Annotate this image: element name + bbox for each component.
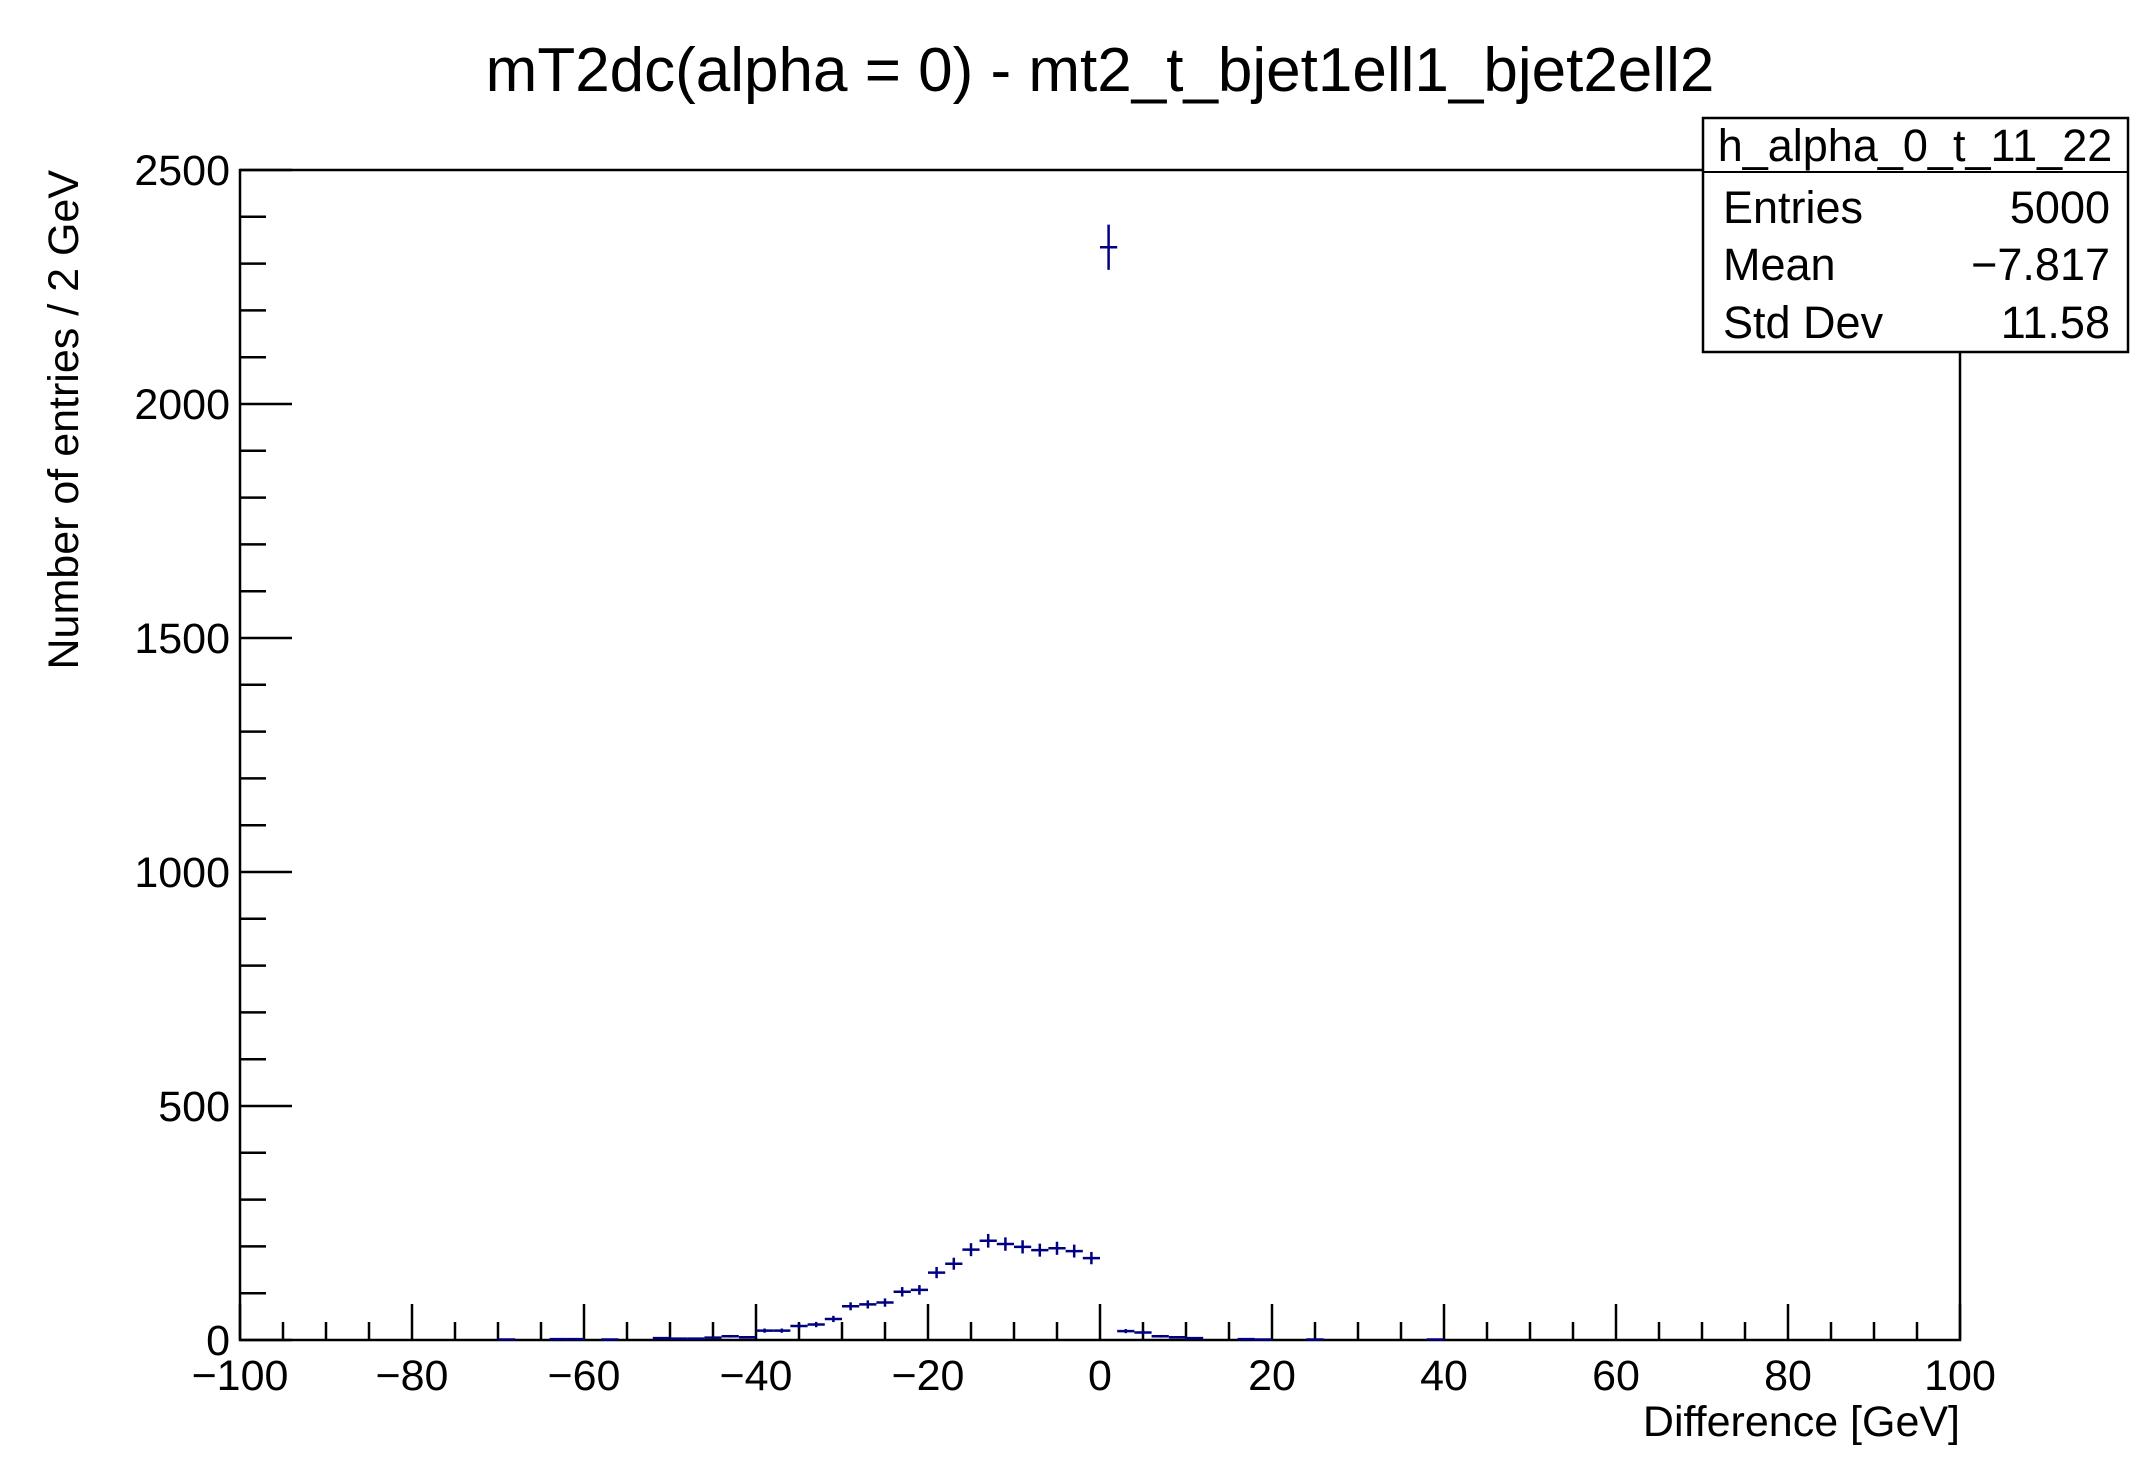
data-point bbox=[549, 1337, 567, 1341]
x-tick-label-40: 40 bbox=[1420, 1352, 1468, 1400]
data-point bbox=[756, 1328, 774, 1333]
y-tick-label-1000: 1000 bbox=[134, 849, 230, 897]
data-point bbox=[1117, 1329, 1135, 1334]
x-tick-label-m100: −100 bbox=[192, 1352, 289, 1400]
data-point bbox=[824, 1315, 842, 1323]
data-point bbox=[979, 1233, 997, 1248]
data-point bbox=[498, 1338, 516, 1341]
data-point bbox=[1082, 1251, 1100, 1265]
stats-entries-value: 5000 bbox=[2010, 182, 2110, 233]
data-point bbox=[876, 1298, 894, 1307]
data-point bbox=[1031, 1243, 1049, 1257]
x-tick-label-m40: −40 bbox=[720, 1352, 793, 1400]
x-tick-label-m60: −60 bbox=[548, 1352, 621, 1400]
data-point bbox=[859, 1300, 877, 1309]
x-tick-label-20: 20 bbox=[1248, 1352, 1296, 1400]
stats-entries-label: Entries bbox=[1723, 182, 1863, 233]
data-point bbox=[962, 1243, 980, 1257]
x-tick-label-0: 0 bbox=[1088, 1352, 1112, 1400]
data-point bbox=[1100, 224, 1118, 270]
data-point bbox=[928, 1266, 946, 1279]
data-point bbox=[601, 1338, 619, 1341]
stats-mean-value: −7.817 bbox=[1971, 239, 2110, 290]
data-point bbox=[1426, 1338, 1444, 1341]
x-axis-tick-labels: −100 −80 −60 −40 −20 0 20 40 60 80 100 bbox=[192, 1352, 1996, 1400]
y-axis-tick-labels: 0 500 1000 1500 2000 2500 bbox=[134, 147, 230, 1365]
x-tick-label-100: 100 bbox=[1924, 1352, 1996, 1400]
y-axis-label: Number of entries / 2 GeV bbox=[40, 170, 88, 670]
data-point bbox=[738, 1335, 756, 1339]
data-point bbox=[566, 1337, 584, 1341]
stats-box-frame bbox=[1701, 116, 2130, 354]
data-point bbox=[996, 1237, 1014, 1251]
data-point bbox=[670, 1337, 688, 1340]
x-tick-label-m80: −80 bbox=[376, 1352, 449, 1400]
data-point bbox=[1186, 1336, 1204, 1340]
data-point bbox=[1065, 1244, 1083, 1258]
data-point bbox=[721, 1334, 739, 1338]
chart-title: mT2dc(alpha = 0) - mt2_t_bjet1ell1_bjet2… bbox=[486, 36, 1715, 105]
y-tick-label-1500: 1500 bbox=[134, 615, 230, 663]
data-point bbox=[687, 1337, 705, 1340]
data-point bbox=[1306, 1338, 1324, 1341]
stats-stddev-value: 11.58 bbox=[2001, 297, 2110, 348]
data-point bbox=[893, 1287, 911, 1297]
x-axis-ticks bbox=[238, 1304, 1962, 1340]
data-point bbox=[945, 1257, 963, 1270]
y-tick-label-500: 500 bbox=[158, 1083, 230, 1131]
data-point bbox=[1151, 1334, 1169, 1338]
data-point bbox=[790, 1323, 808, 1329]
y-tick-label-0: 0 bbox=[206, 1317, 230, 1365]
data-point bbox=[1168, 1335, 1186, 1339]
y-tick-label-2500: 2500 bbox=[134, 147, 230, 195]
data-point bbox=[1254, 1338, 1272, 1341]
data-point bbox=[910, 1285, 928, 1295]
stats-histogram-name: h_alpha_0_t_11_22 bbox=[1718, 120, 2113, 171]
data-point bbox=[1014, 1240, 1032, 1254]
x-tick-label-60: 60 bbox=[1592, 1352, 1640, 1400]
y-tick-label-2000: 2000 bbox=[134, 381, 230, 429]
data-point bbox=[1134, 1330, 1152, 1335]
stats-box: h_alpha_0_t_11_22 Entries 5000 Mean −7.8… bbox=[1701, 116, 2130, 354]
data-point bbox=[842, 1302, 860, 1311]
data-point bbox=[704, 1336, 722, 1339]
data-point bbox=[773, 1328, 791, 1333]
x-tick-label-m20: −20 bbox=[892, 1352, 965, 1400]
x-axis-label: Difference [GeV] bbox=[1643, 1398, 1960, 1446]
data-point bbox=[807, 1321, 825, 1328]
data-point bbox=[652, 1336, 670, 1340]
data-point bbox=[1048, 1241, 1066, 1255]
data-point bbox=[1237, 1337, 1255, 1341]
stats-stddev-label: Std Dev bbox=[1723, 297, 1884, 348]
x-tick-label-80: 80 bbox=[1764, 1352, 1812, 1400]
histogram-data-points bbox=[498, 224, 1444, 1341]
stats-mean-label: Mean bbox=[1723, 239, 1836, 290]
